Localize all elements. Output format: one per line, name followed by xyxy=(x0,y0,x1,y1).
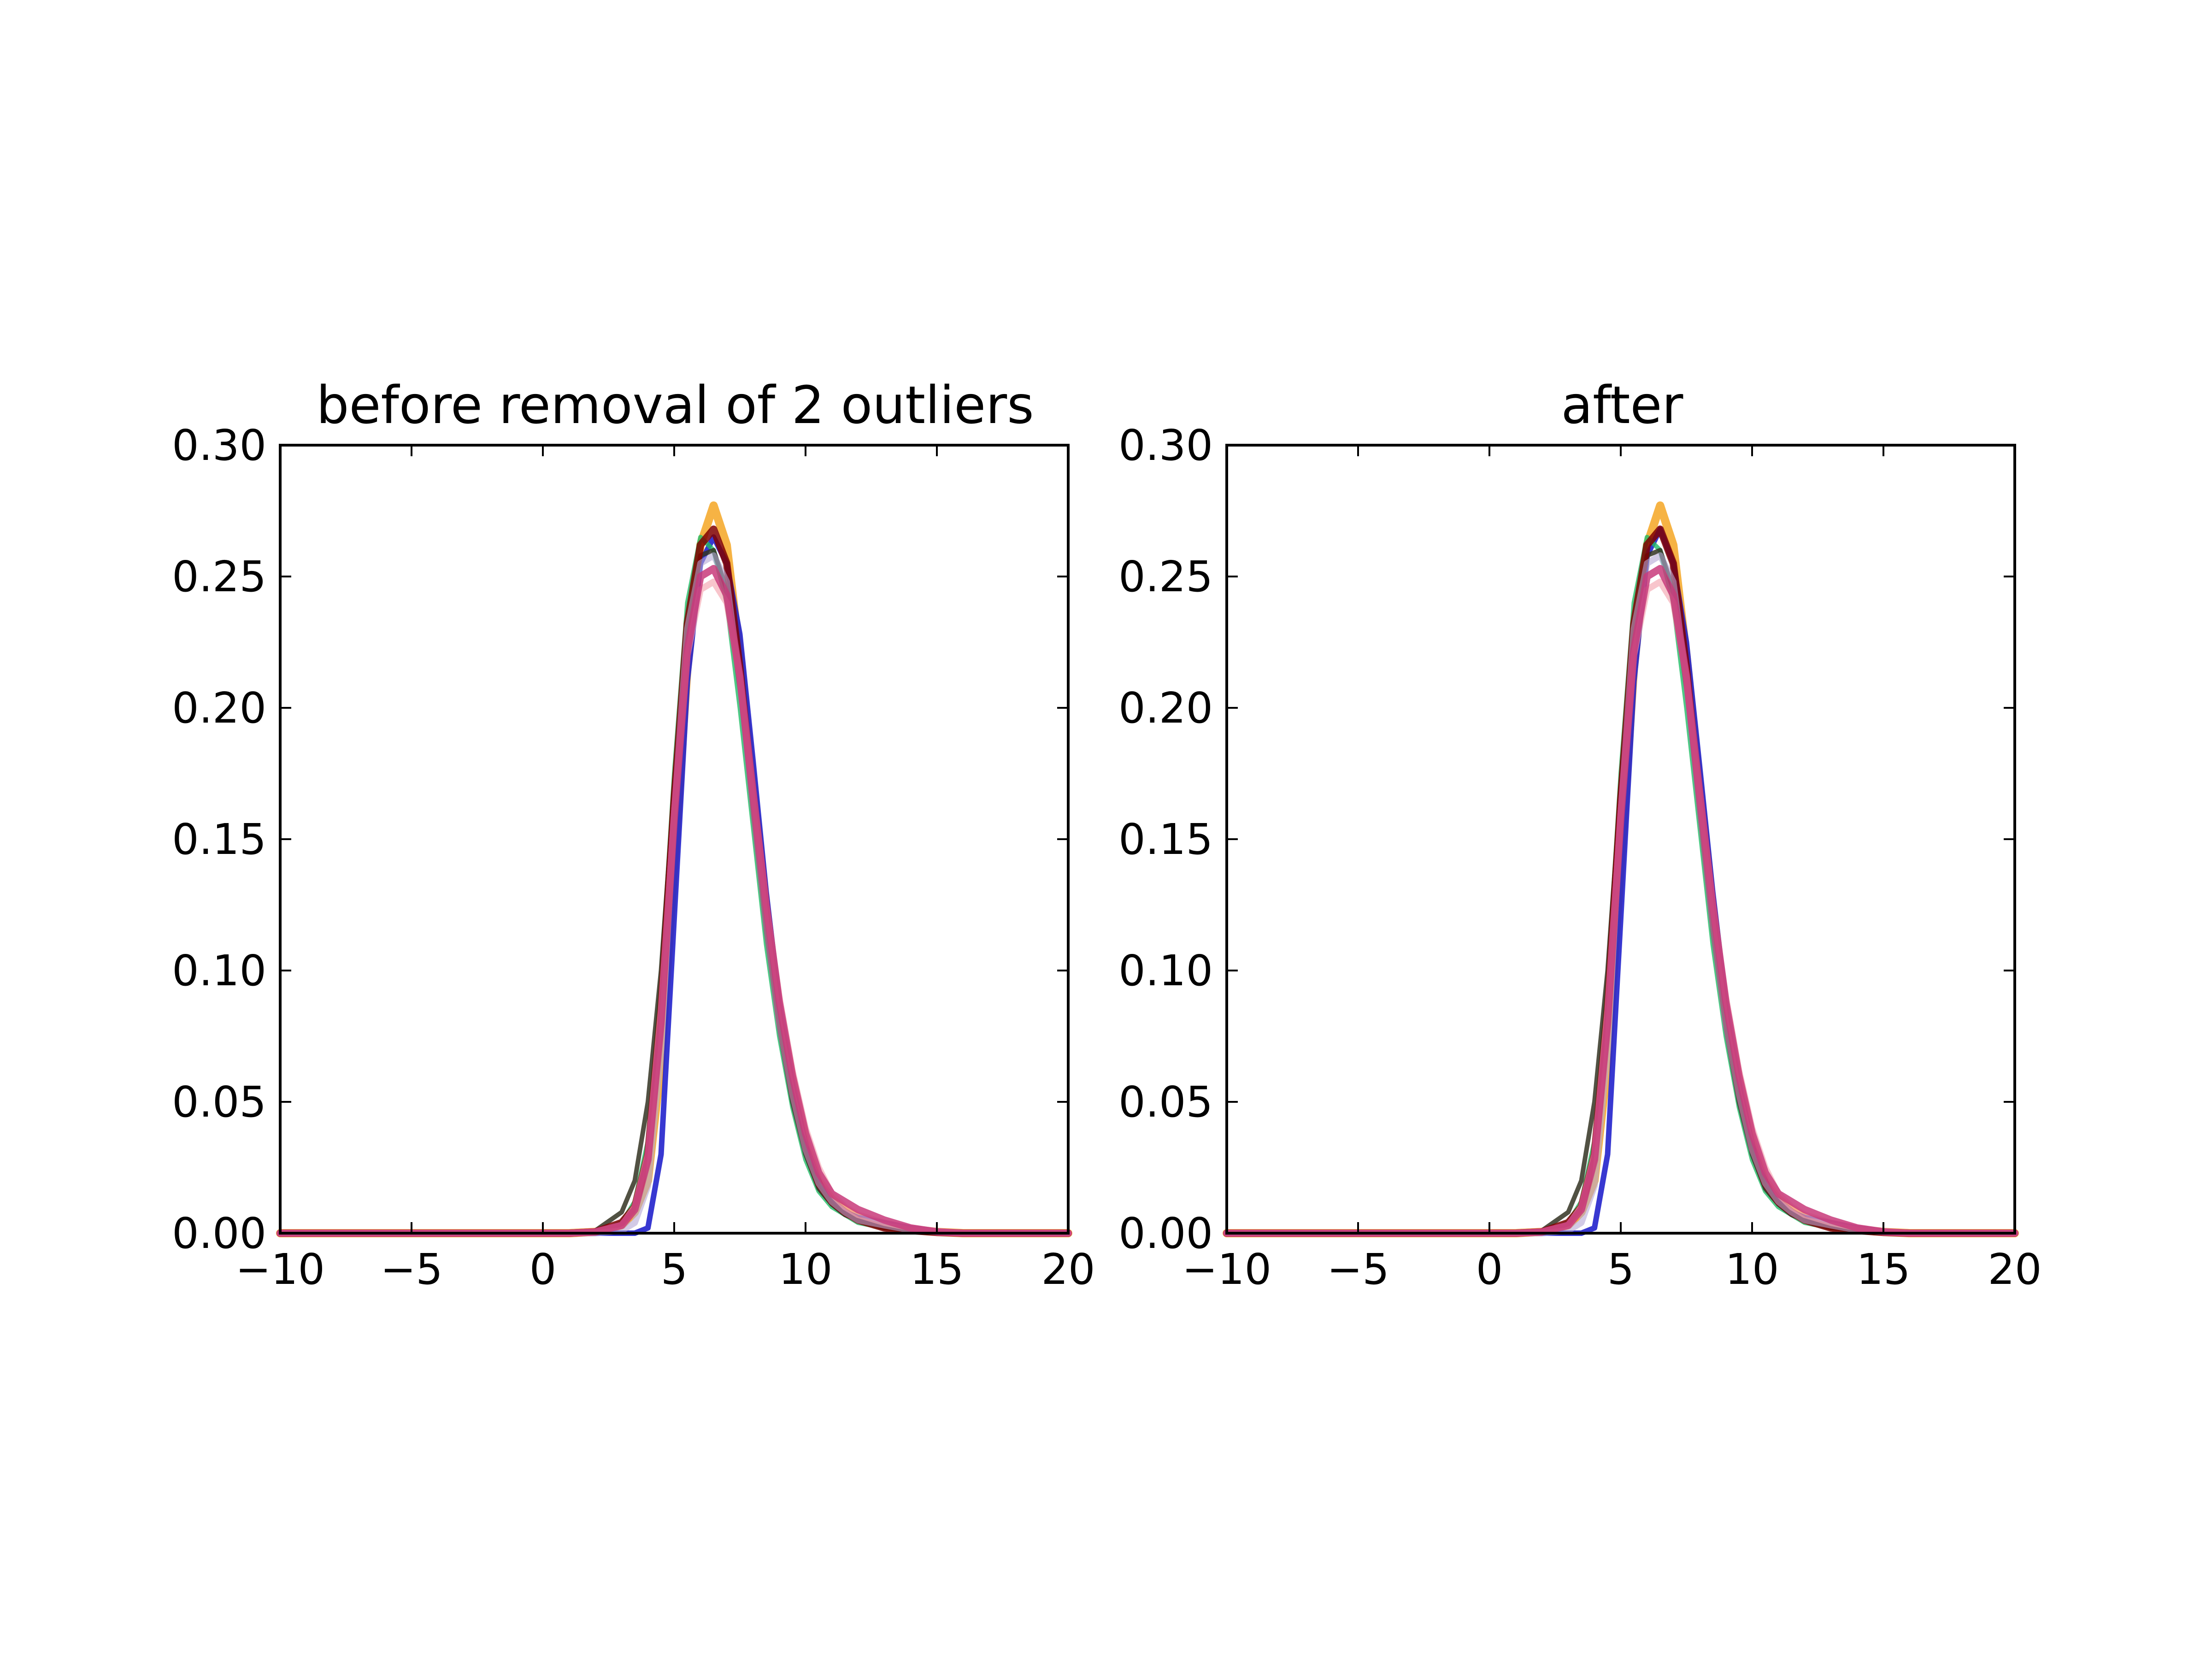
y-tick-label: 0.25 xyxy=(172,552,266,601)
y-axis-tick-labels: 0.00 0.05 0.10 0.15 0.20 0.25 0.30 xyxy=(1118,421,1213,1258)
y-tick-label: 0.05 xyxy=(1118,1077,1213,1127)
y-tick-label: 0.05 xyxy=(172,1077,266,1127)
x-tick-label: 15 xyxy=(910,1245,964,1294)
y-tick-label: 0.10 xyxy=(172,946,266,995)
x-tick-label: −10 xyxy=(1182,1245,1271,1294)
density-curve xyxy=(276,565,1072,1237)
x-tick-label: 20 xyxy=(1988,1245,2041,1294)
density-curve xyxy=(1223,565,2018,1237)
y-tick-label: 0.15 xyxy=(1118,815,1213,864)
y-tick-label: 0.15 xyxy=(172,815,266,864)
y-tick-label: 0.20 xyxy=(172,683,266,733)
y-tick-label: 0.30 xyxy=(1118,421,1213,470)
x-tick-label: 5 xyxy=(661,1245,688,1294)
x-tick-label: −5 xyxy=(380,1245,443,1294)
y-tick-label: 0.10 xyxy=(1118,946,1213,995)
panel-after: after −10 −5 0 5 10 15 20 0.00 0.05 0.10 0.15 0.20… xyxy=(1118,376,2041,1294)
x-axis-tick-labels: −10 −5 0 5 10 15 20 xyxy=(235,1245,1095,1294)
y-tick-label: 0.20 xyxy=(1118,683,1213,733)
x-tick-label: 0 xyxy=(529,1245,557,1294)
x-tick-label: −10 xyxy=(235,1245,325,1294)
panel-before: before removal of 2 outliers −10 −5 0 5 10 15… xyxy=(172,376,1095,1294)
x-tick-label: 15 xyxy=(1856,1245,1910,1294)
x-axis-tick-labels: −10 −5 0 5 10 15 20 xyxy=(1182,1245,2042,1294)
panel-title: after xyxy=(1561,376,1684,435)
y-axis-tick-labels: 0.00 0.05 0.10 0.15 0.20 0.25 0.30 xyxy=(172,421,266,1258)
x-tick-label: 0 xyxy=(1476,1245,1503,1294)
x-tick-label: 10 xyxy=(1725,1245,1779,1294)
x-tick-label: −5 xyxy=(1327,1245,1389,1294)
panel-title: before removal of 2 outliers xyxy=(316,376,1034,435)
density-curves xyxy=(1223,501,2019,1237)
y-tick-label: 0.00 xyxy=(172,1209,266,1258)
density-curves xyxy=(276,501,1072,1237)
y-tick-label: 0.25 xyxy=(1118,552,1213,601)
y-tick-label: 0.30 xyxy=(172,421,266,470)
plot-frame xyxy=(279,444,1070,1235)
plot-frame xyxy=(1225,444,2016,1235)
x-tick-label: 20 xyxy=(1041,1245,1095,1294)
x-tick-label: 5 xyxy=(1607,1245,1635,1294)
x-tick-label: 10 xyxy=(778,1245,832,1294)
y-tick-label: 0.00 xyxy=(1118,1209,1213,1258)
